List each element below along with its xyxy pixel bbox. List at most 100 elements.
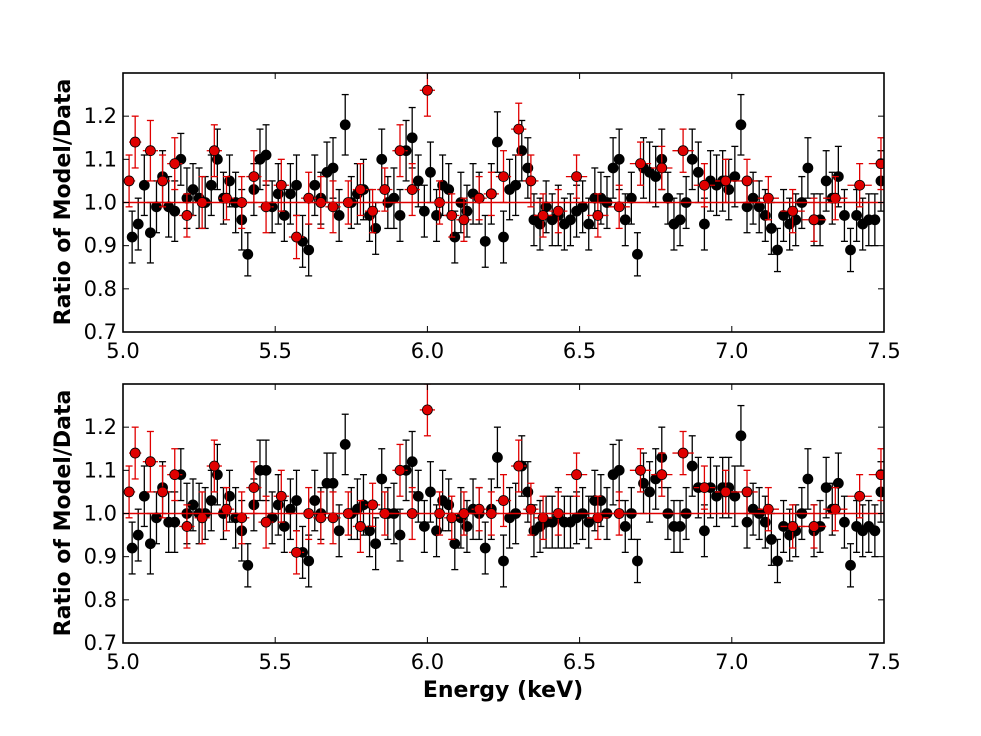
top-black-marker <box>443 184 455 195</box>
top-black-marker <box>845 244 856 256</box>
top-black-marker <box>674 214 686 226</box>
bottom-x-tick-label: 6.0 <box>411 650 444 674</box>
top-black-marker <box>376 153 388 165</box>
top-black-marker <box>753 201 765 213</box>
top-black-marker <box>851 210 863 221</box>
bottom-black-marker <box>839 516 850 528</box>
top-red-marker <box>613 201 625 213</box>
top-y-axis-label: Ratio of Model/Data <box>51 79 76 326</box>
top-x-tick-label: 5.0 <box>106 339 139 363</box>
bottom-red-marker <box>829 503 841 515</box>
bottom-red-marker <box>787 521 799 532</box>
top-black-point <box>778 188 789 243</box>
top-red-marker <box>379 184 391 195</box>
top-black-marker <box>607 162 619 174</box>
top-red-marker <box>473 192 485 204</box>
bottom-red-marker <box>854 490 866 502</box>
bottom-black-point <box>242 543 254 588</box>
top-black-point <box>388 167 400 230</box>
bottom-red-marker <box>169 469 181 481</box>
x-axis-label: Energy (keV) <box>423 678 583 703</box>
top-red-marker <box>656 162 668 174</box>
bottom-black-point <box>339 413 351 476</box>
bottom-red-marker <box>498 495 509 506</box>
top-red-marker <box>458 214 470 226</box>
bottom-red-point <box>651 452 673 497</box>
bottom-red-marker <box>394 464 406 476</box>
bottom-series-black <box>126 404 884 588</box>
top-black-marker <box>126 231 138 243</box>
bottom-red-point <box>129 426 142 480</box>
top-panel: 5.0 5.5 6.0 6.5 7.0 7.5 0.7 0.8 0.9 1.0 1.1 1.2 Ra… <box>51 72 901 363</box>
bottom-red-marker <box>421 404 433 416</box>
top-black-point <box>394 188 406 243</box>
bottom-black-point <box>735 404 747 467</box>
bottom-black-point <box>425 461 436 523</box>
bottom-black-point <box>711 465 722 528</box>
bottom-x-tick-label: 5.0 <box>106 650 139 674</box>
top-black-point <box>729 145 741 208</box>
bottom-black-marker <box>132 529 144 541</box>
top-red-marker <box>260 201 272 213</box>
bottom-x-tick-label: 5.5 <box>258 650 291 674</box>
bottom-panel-data <box>123 384 884 588</box>
bottom-black-point <box>303 534 315 588</box>
top-red-point <box>179 193 195 238</box>
top-black-point <box>479 214 491 268</box>
top-red-marker <box>221 192 232 204</box>
top-red-marker <box>157 175 168 187</box>
bottom-black-marker <box>260 464 272 476</box>
bottom-red-point <box>364 482 381 528</box>
bottom-red-marker <box>592 512 604 524</box>
bottom-black-marker <box>613 464 625 476</box>
top-black-point <box>632 232 643 277</box>
bottom-red-marker <box>260 516 272 528</box>
top-red-point <box>587 193 609 238</box>
bottom-black-marker <box>832 477 844 489</box>
top-series-red <box>123 73 884 260</box>
bottom-black-marker <box>583 516 595 528</box>
top-red-marker <box>327 201 339 213</box>
bottom-black-marker <box>303 555 315 567</box>
top-red-point <box>288 214 305 260</box>
bottom-red-point <box>693 465 716 510</box>
top-black-point <box>735 93 747 156</box>
top-black-point <box>205 154 217 217</box>
top-red-marker <box>394 145 406 157</box>
top-black-marker <box>425 166 436 178</box>
bottom-red-marker <box>367 499 379 511</box>
top-red-point <box>693 162 716 208</box>
top-black-marker <box>869 214 881 226</box>
top-red-marker <box>275 179 287 191</box>
top-red-marker <box>181 210 193 221</box>
bottom-red-point <box>495 473 512 528</box>
top-black-point <box>534 197 546 251</box>
top-black-marker <box>278 210 290 221</box>
top-red-point <box>129 115 142 169</box>
top-red-marker <box>699 179 710 191</box>
bottom-black-marker <box>425 486 436 498</box>
bottom-red-marker <box>875 469 884 481</box>
top-black-point <box>443 162 455 217</box>
bottom-red-marker <box>157 486 168 498</box>
bottom-black-point <box>333 504 345 558</box>
bottom-red-marker <box>677 447 689 459</box>
bottom-black-marker <box>370 538 382 550</box>
top-black-point <box>151 180 162 234</box>
top-x-tick-label: 5.5 <box>258 339 291 363</box>
bottom-black-point <box>376 448 388 510</box>
bottom-y-tick-label: 1.1 <box>84 458 117 482</box>
top-y-tick-label: 0.9 <box>84 234 117 258</box>
bottom-black-marker <box>741 516 753 528</box>
top-ticks <box>122 73 885 333</box>
bottom-black-point <box>418 499 430 553</box>
top-black-point <box>406 106 418 169</box>
top-x-tick-label: 6.5 <box>563 339 596 363</box>
bottom-black-marker <box>729 490 741 502</box>
top-black-marker <box>388 192 400 204</box>
top-black-point <box>492 111 503 173</box>
top-x-tick-label: 6.0 <box>411 339 444 363</box>
bottom-red-marker <box>181 521 193 532</box>
